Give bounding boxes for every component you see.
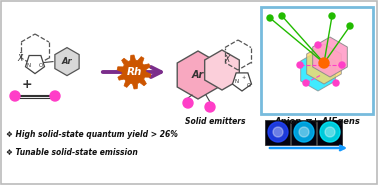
Text: N: N — [235, 78, 239, 83]
Text: Ar: Ar — [62, 57, 72, 66]
Text: Anion–π+ AIEgens: Anion–π+ AIEgens — [274, 117, 360, 126]
Polygon shape — [25, 56, 45, 74]
Circle shape — [339, 62, 345, 68]
Circle shape — [279, 13, 285, 19]
Circle shape — [205, 102, 215, 112]
Polygon shape — [232, 73, 251, 91]
FancyBboxPatch shape — [261, 7, 373, 114]
Polygon shape — [204, 50, 239, 90]
Text: N: N — [27, 63, 31, 68]
FancyArrowPatch shape — [270, 146, 344, 150]
Text: +: + — [22, 78, 32, 90]
Text: +: + — [242, 75, 246, 80]
Circle shape — [294, 122, 314, 142]
Text: Solid emitters: Solid emitters — [185, 117, 245, 126]
Circle shape — [273, 127, 283, 137]
Circle shape — [315, 42, 321, 48]
Polygon shape — [117, 55, 151, 89]
Text: $\bar{X}$: $\bar{X}$ — [17, 51, 25, 64]
FancyBboxPatch shape — [265, 120, 290, 145]
Circle shape — [303, 80, 309, 86]
Polygon shape — [307, 44, 341, 84]
Circle shape — [299, 127, 309, 137]
Text: Ar: Ar — [192, 70, 204, 80]
Text: ❖ Tunable solid-state emission: ❖ Tunable solid-state emission — [6, 148, 138, 157]
Polygon shape — [55, 48, 79, 76]
Text: $\bar{X}$: $\bar{X}$ — [224, 53, 232, 65]
FancyArrowPatch shape — [103, 67, 161, 77]
FancyBboxPatch shape — [291, 120, 316, 145]
Circle shape — [268, 122, 288, 142]
FancyBboxPatch shape — [317, 120, 342, 145]
Text: ❖ High solid-state quantum yield > 26%: ❖ High solid-state quantum yield > 26% — [6, 130, 178, 139]
Circle shape — [320, 122, 340, 142]
Text: Rh: Rh — [126, 67, 142, 77]
Polygon shape — [301, 51, 335, 91]
Circle shape — [50, 91, 60, 101]
Circle shape — [10, 91, 20, 101]
Circle shape — [297, 62, 303, 68]
Circle shape — [183, 98, 193, 108]
Circle shape — [333, 80, 339, 86]
Circle shape — [329, 13, 335, 19]
Polygon shape — [313, 37, 347, 77]
Circle shape — [347, 23, 353, 29]
Circle shape — [325, 127, 335, 137]
Text: O: O — [247, 83, 251, 88]
Polygon shape — [177, 51, 219, 99]
Circle shape — [267, 15, 273, 21]
Circle shape — [319, 58, 329, 68]
Text: O: O — [39, 63, 43, 68]
